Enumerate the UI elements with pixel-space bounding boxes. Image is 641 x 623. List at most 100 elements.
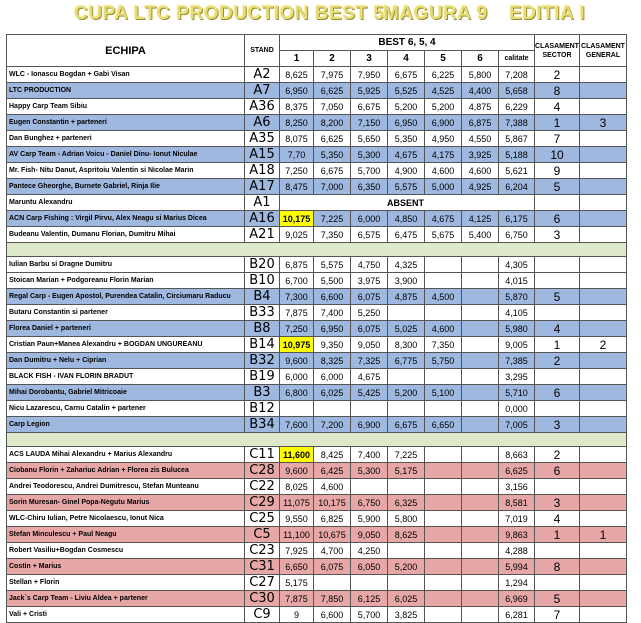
header-row-top: ECHIPA STAND BEST 6, 5, 4 CLASAMENT SECT… xyxy=(6,34,627,67)
general-rank: 1 xyxy=(579,526,627,543)
round-score: 3,825 xyxy=(387,606,425,623)
stand-code: A21 xyxy=(244,226,280,243)
round-score xyxy=(424,446,462,463)
team-name: Jack`s Carp Team - Liviu Aldea + partene… xyxy=(6,590,245,607)
round-score: 6,600 xyxy=(313,606,351,623)
header-round-5: 5 xyxy=(424,50,462,67)
round-score xyxy=(424,606,462,623)
round-score: 8,425 xyxy=(313,446,351,463)
round-score xyxy=(424,368,462,385)
general-rank xyxy=(579,288,627,305)
general-rank xyxy=(579,368,627,385)
competition-title: CUPA LTC PRODUCTION BEST 5 xyxy=(74,3,385,24)
sector-rank xyxy=(534,574,580,591)
table-row: Jack`s Carp Team - Liviu Aldea + partene… xyxy=(6,590,627,607)
table-row: AV Carp Team - Adrian Voicu - Daniel Din… xyxy=(6,146,627,163)
general-rank xyxy=(579,478,627,495)
stand-code: C27 xyxy=(244,574,280,591)
round-score xyxy=(461,416,499,433)
general-rank xyxy=(579,542,627,559)
header-stand: STAND xyxy=(244,34,280,67)
sector-rank xyxy=(534,194,580,211)
team-name: Mr. Fish- Nitu Danut, Aspritoiu Valentin… xyxy=(6,162,245,179)
table-row: Cristian Paun+Manea Alexandru + BOGDAN U… xyxy=(6,336,627,353)
round-score: 6,050 xyxy=(350,558,388,575)
general-rank xyxy=(579,494,627,511)
sector-rank: 5 xyxy=(534,590,580,607)
table-row: Ciobanu Florin + Zahariuc Adrian + Flore… xyxy=(6,462,627,479)
sector-rank: 2 xyxy=(534,66,580,83)
calitate-score: 6,229 xyxy=(498,98,535,115)
stand-code: C30 xyxy=(244,590,280,607)
table-row: Butaru Constantin si partener B33 7,875 7,4… xyxy=(6,304,627,321)
round-score: 9,025 xyxy=(279,226,314,243)
sector-rank: 2 xyxy=(534,446,580,463)
general-rank xyxy=(579,226,627,243)
section-separator xyxy=(6,242,627,257)
round-score xyxy=(387,574,425,591)
round-score: 7,225 xyxy=(387,446,425,463)
calitate-score: 5,980 xyxy=(498,320,535,337)
round-score: 7,925 xyxy=(279,542,314,559)
calitate-score: 5,994 xyxy=(498,558,535,575)
round-score xyxy=(461,304,499,321)
general-rank: 2 xyxy=(579,336,627,353)
sector-rank: 8 xyxy=(534,558,580,575)
round-score: 4,175 xyxy=(424,146,462,163)
round-score: 8,625 xyxy=(279,66,314,83)
round-score: 10,675 xyxy=(313,526,351,543)
round-score: 5,425 xyxy=(350,384,388,401)
round-score xyxy=(461,606,499,623)
team-name: Dan Bunghez + parteneri xyxy=(6,130,245,147)
general-rank xyxy=(579,384,627,401)
team-name: LTC PRODUCTION xyxy=(6,82,245,99)
round-score: 4,950 xyxy=(424,130,462,147)
round-score: 6,950 xyxy=(387,114,425,131)
round-score: 6,625 xyxy=(313,82,351,99)
sector-rank: 4 xyxy=(534,98,580,115)
round-score xyxy=(424,272,462,289)
sector-rank: 4 xyxy=(534,320,580,337)
round-score: 7,150 xyxy=(350,114,388,131)
general-rank xyxy=(579,400,627,417)
team-name: Budeanu Valentin, Dumanu Florian, Dumitr… xyxy=(6,226,245,243)
round-score xyxy=(461,272,499,289)
round-score xyxy=(387,478,425,495)
general-rank xyxy=(579,82,627,99)
sector-rank: 9 xyxy=(534,162,580,179)
team-name: ACN Carp Fishing : Virgil Pirvu, Alex Ne… xyxy=(6,210,245,227)
round-score: 6,000 xyxy=(350,210,388,227)
round-score: 6,750 xyxy=(350,494,388,511)
round-score: 6,475 xyxy=(387,226,425,243)
general-rank xyxy=(579,178,627,195)
sector-rank: 6 xyxy=(534,462,580,479)
round-score xyxy=(387,542,425,559)
round-score: 7,850 xyxy=(313,590,351,607)
sector-rank xyxy=(534,542,580,559)
round-score: 8,075 xyxy=(279,130,314,147)
general-rank xyxy=(579,130,627,147)
stand-code: C31 xyxy=(244,558,280,575)
header-general: CLASAMENT GENERAL xyxy=(579,34,627,67)
round-score: 6,900 xyxy=(424,114,462,131)
round-score xyxy=(424,494,462,511)
round-score: 5,200 xyxy=(424,98,462,115)
stand-code: A6 xyxy=(244,114,280,131)
round-score: 7,350 xyxy=(424,336,462,353)
team-name: BLACK FISH - IVAN FLORIN BRADUT xyxy=(6,368,245,385)
table-row: Stoican Marian + Podgoreanu Florin Maria… xyxy=(6,272,627,289)
round-score: 6,775 xyxy=(387,352,425,369)
round-score: 7,225 xyxy=(313,210,351,227)
team-name: WLC-Chiru Iulian, Petre Nicolaescu, Ionu… xyxy=(6,510,245,527)
round-score: 6,675 xyxy=(313,162,351,179)
round-score: 6,800 xyxy=(279,384,314,401)
header-sector: CLASAMENT SECTOR xyxy=(534,34,580,67)
round-score: 8,300 xyxy=(387,336,425,353)
stand-code: C22 xyxy=(244,478,280,495)
sector-rank: 7 xyxy=(534,130,580,147)
round-score xyxy=(313,400,351,417)
calitate-score: 6,204 xyxy=(498,178,535,195)
calitate-score: 6,281 xyxy=(498,606,535,623)
round-score: 8,250 xyxy=(279,114,314,131)
stand-code: C28 xyxy=(244,462,280,479)
